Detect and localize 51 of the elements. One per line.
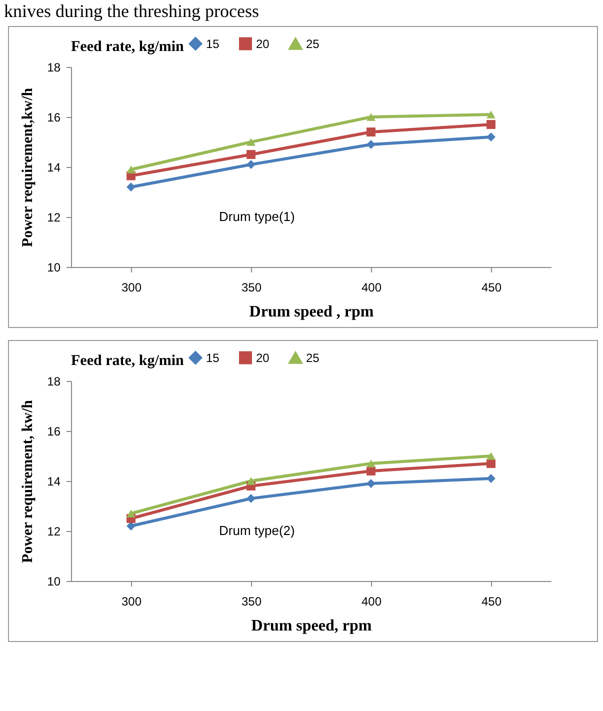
legend-label: 25: [306, 37, 320, 52]
x-tick-label: 450: [481, 280, 502, 294]
point: [246, 138, 256, 146]
point: [246, 160, 256, 169]
legend-label: 25: [306, 351, 320, 366]
y-tick-label: 10: [47, 574, 61, 588]
x-tick-label: 400: [361, 280, 382, 294]
point: [486, 132, 496, 142]
y-tick-label: 16: [47, 110, 61, 124]
y-tick-label: 14: [47, 160, 61, 174]
legend-label: 15: [206, 36, 220, 51]
legend-label: 15: [206, 350, 220, 365]
x-tick-label: 300: [121, 280, 142, 294]
point: [246, 150, 256, 159]
y-tick-label: 14: [47, 474, 61, 488]
x-tick-label: 450: [481, 594, 502, 608]
x-tick-label: 350: [241, 280, 262, 294]
point: [366, 479, 376, 488]
y-axis-title: Power requirement,kw/h: [20, 87, 36, 248]
point: [486, 474, 496, 483]
point: [126, 182, 136, 192]
x-tick-label: 300: [121, 594, 142, 608]
y-axis-title: Power requirement, kw/h: [20, 399, 36, 563]
point: [246, 494, 256, 503]
point: [366, 113, 376, 121]
legend-label: 20: [256, 350, 270, 365]
point: [366, 460, 376, 468]
x-axis-title: Drum speed, rpm: [251, 618, 372, 634]
point: [486, 120, 496, 129]
y-tick-label: 18: [47, 374, 61, 388]
point: [366, 140, 376, 149]
text: knives during the threshing process: [3, 0, 260, 22]
legend-title: Feed rate, kg/min: [71, 353, 185, 369]
y-tick-label: 18: [47, 60, 61, 74]
x-axis-title: Drum speed , rpm: [249, 304, 374, 320]
point: [366, 128, 376, 136]
annotation: Drum type(2): [219, 523, 295, 538]
point: [126, 510, 136, 518]
x-tick-label: 400: [361, 594, 382, 608]
y-tick-label: 12: [47, 210, 61, 224]
point: [486, 452, 496, 460]
y-tick-label: 12: [47, 524, 61, 538]
point: [126, 166, 136, 174]
legend-title: Feed rate, kg/min: [71, 39, 185, 55]
annotation: Drum type(1): [219, 209, 295, 224]
legend-label: 20: [256, 36, 270, 51]
y-tick-label: 10: [47, 260, 61, 274]
point: [486, 110, 496, 118]
y-tick-label: 16: [47, 424, 61, 438]
point: [246, 477, 256, 485]
x-tick-label: 350: [241, 594, 262, 608]
